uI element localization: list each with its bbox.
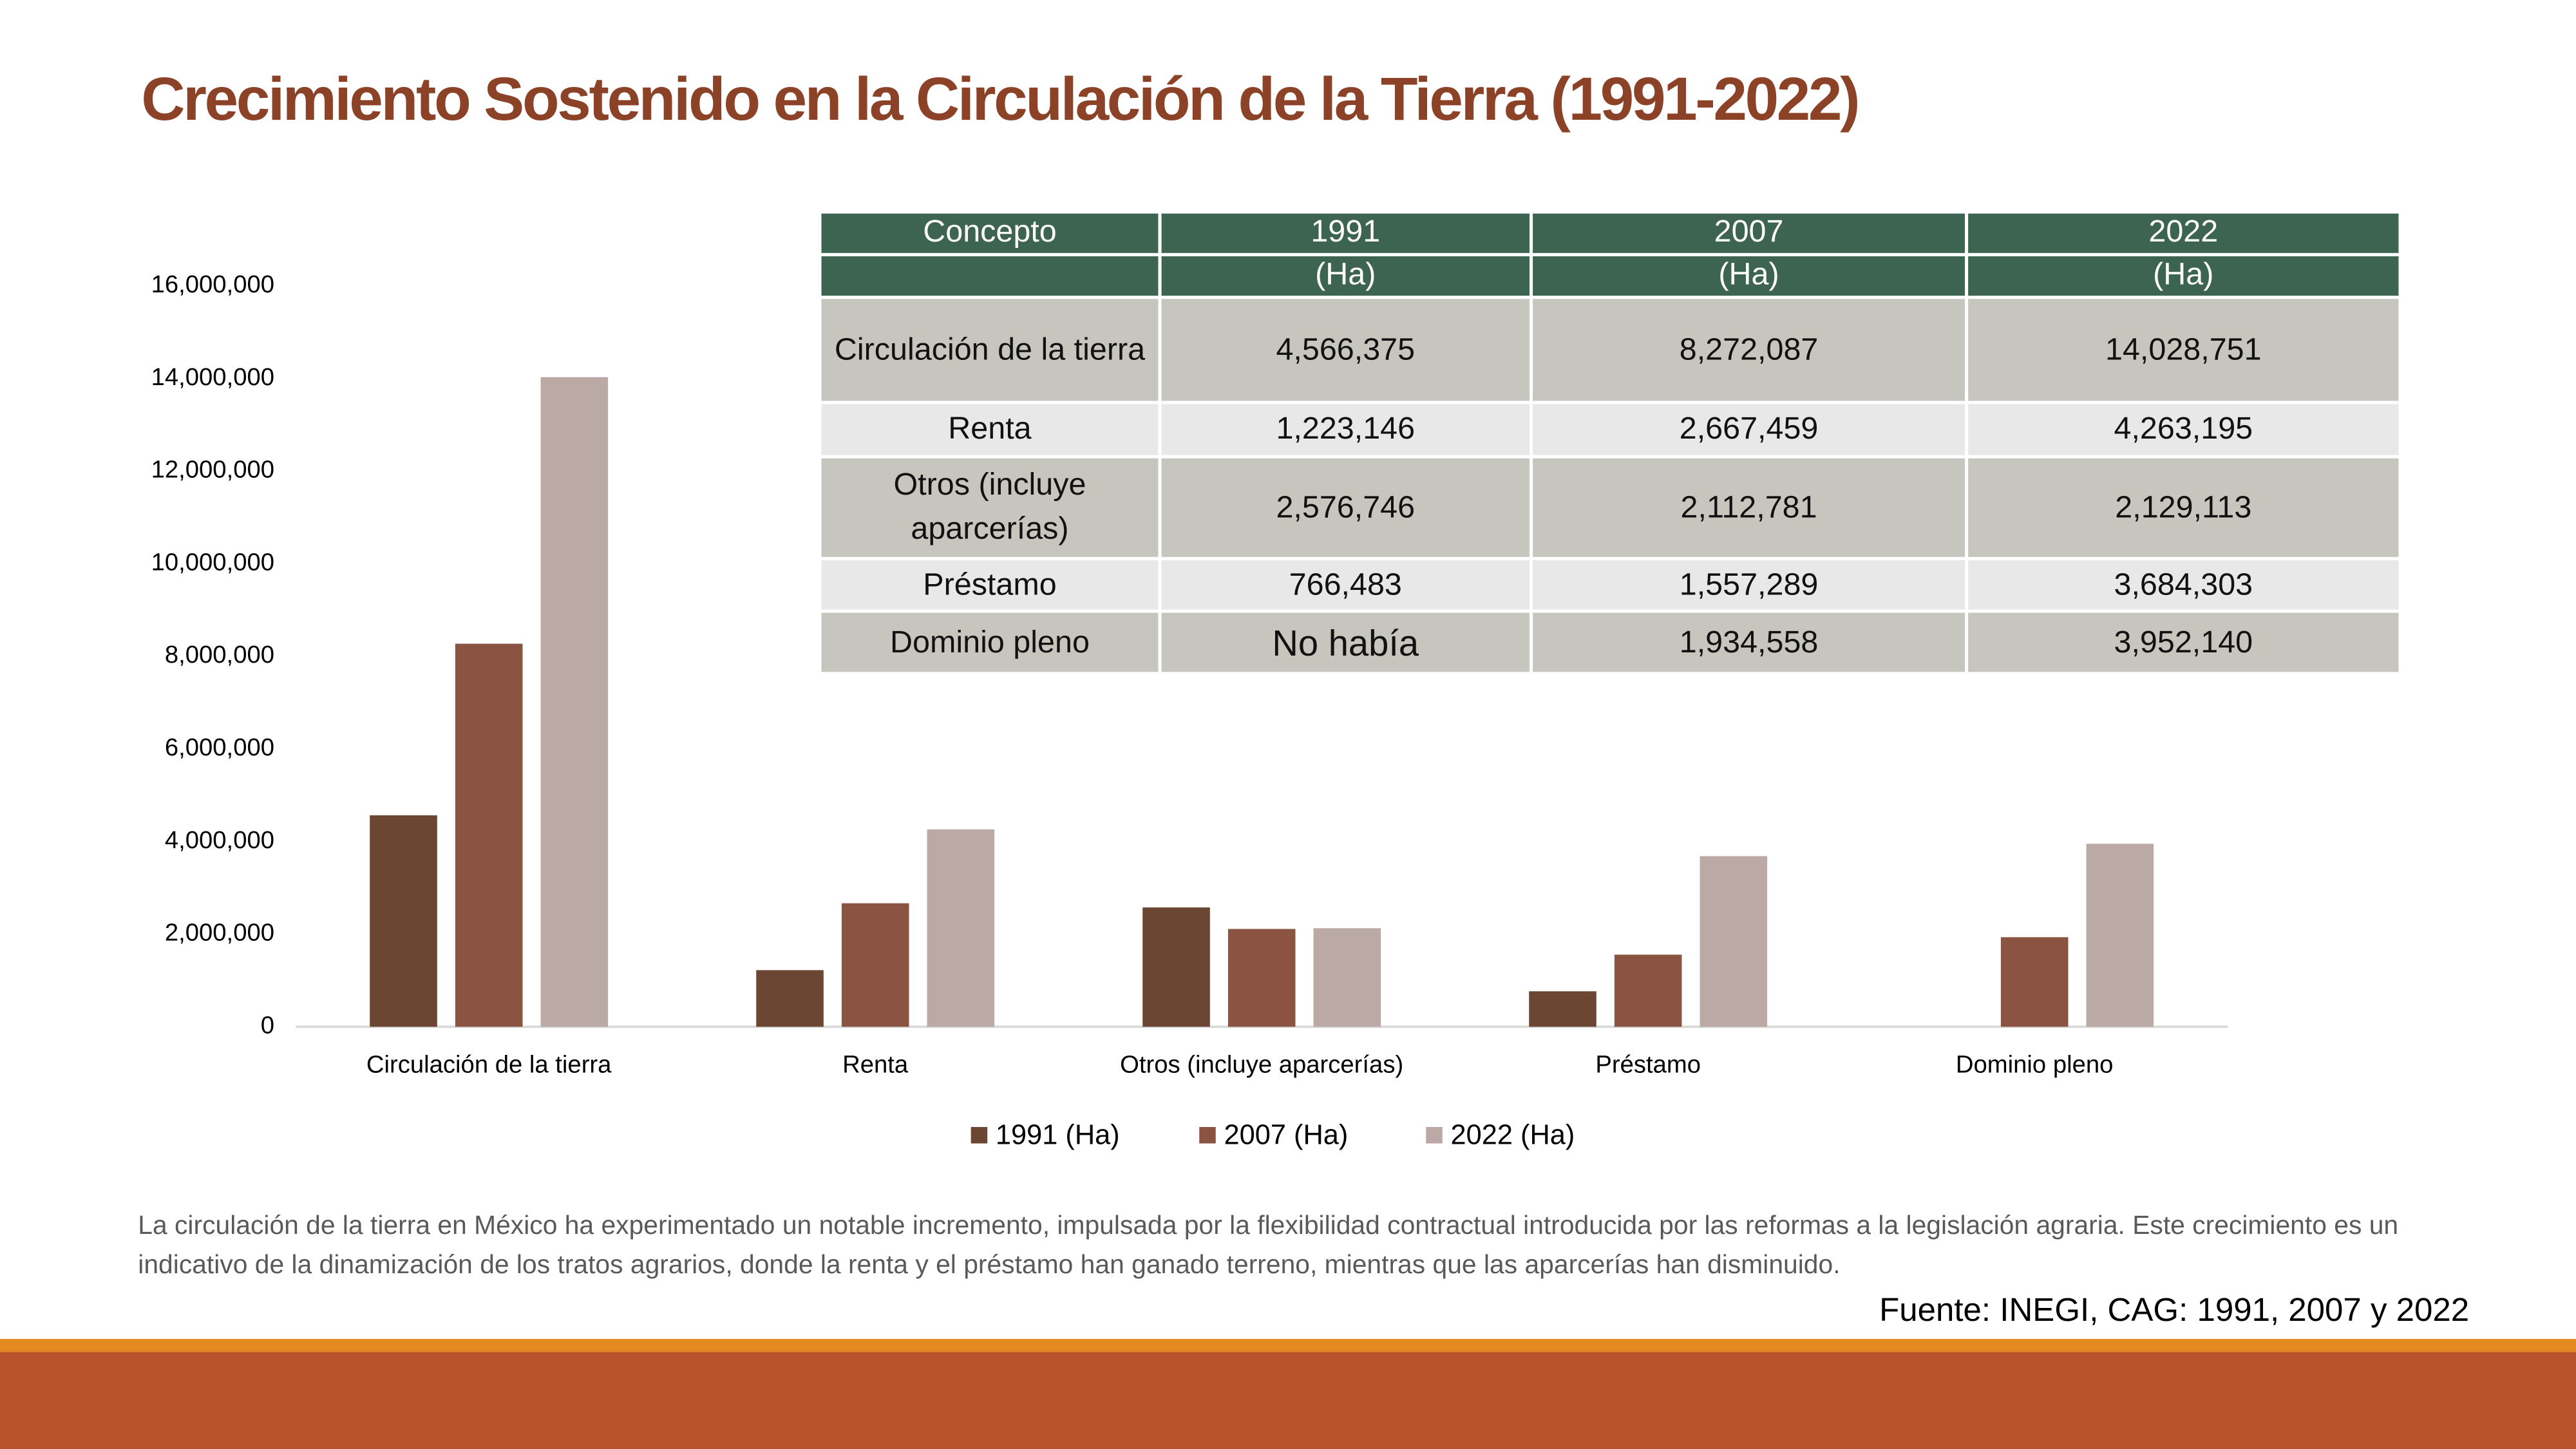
y-tick-label: 12,000,000 — [151, 456, 274, 484]
table-row: Renta 1,223,146 2,667,459 4,263,195 — [818, 401, 2402, 459]
data-table: Concepto 1991 2007 2022 (Ha) (Ha) (Ha) Circulac… — [818, 210, 2402, 676]
footer-band — [0, 1352, 2576, 1449]
description: La circulación de la tierra en México ha… — [138, 1212, 2399, 1280]
bar — [1227, 929, 1296, 1027]
bar — [370, 815, 437, 1027]
table-cell: No había — [1158, 609, 1533, 676]
x-tick-label: Dominio pleno — [1956, 1051, 2114, 1079]
unit-cell: (Ha) — [1965, 252, 2402, 299]
table-cell: 3,952,140 — [1965, 609, 2402, 676]
header-cell: 2022 — [1965, 210, 2402, 256]
units-row: (Ha) (Ha) (Ha) — [818, 252, 2402, 299]
row-label: Préstamo — [818, 556, 1162, 613]
header-cell: Concepto — [818, 210, 1162, 256]
y-tick-label: 14,000,000 — [151, 363, 274, 391]
bar — [455, 643, 523, 1027]
row-label: Otros (incluye aparcerías) — [818, 455, 1162, 560]
chart: 0 2,000,000 4,000,000 6,000,000 8,000,000 10,… — [151, 270, 2228, 1151]
row-label: Dominio pleno — [818, 609, 1162, 676]
table-cell: 1,557,289 — [1530, 556, 1969, 613]
bar — [1529, 991, 1596, 1027]
bar — [756, 970, 824, 1027]
bar — [1700, 856, 1768, 1027]
legend-label: 2007 (Ha) — [1224, 1120, 1349, 1151]
table-row: Dominio pleno No había 1,934,558 3,952,140 — [818, 609, 2402, 676]
y-tick-label: 8,000,000 — [165, 641, 274, 668]
y-tick-label: 6,000,000 — [165, 734, 274, 761]
header-cell: 1991 — [1158, 210, 1533, 256]
x-tick-label: Renta — [842, 1051, 909, 1079]
header-cell: 2007 — [1530, 210, 1969, 256]
table-cell: 2,667,459 — [1530, 401, 1969, 459]
bar — [540, 377, 609, 1027]
bar — [927, 829, 995, 1027]
bar — [2086, 844, 2154, 1027]
y-tick-label: 2,000,000 — [165, 919, 274, 947]
table-cell: 1,223,146 — [1158, 401, 1533, 459]
bar — [1142, 907, 1210, 1027]
x-tick-label: Otros (incluye aparcerías) — [1120, 1051, 1403, 1079]
table-cell: 2,576,746 — [1158, 455, 1533, 560]
row-label: Circulación de la tierra — [818, 296, 1162, 404]
slide-title: Crecimiento Sostenido en la Circulación … — [141, 66, 1860, 133]
table-cell: 766,483 — [1158, 556, 1533, 613]
table-cell: 14,028,751 — [1965, 296, 2402, 404]
y-tick-label: 16,000,000 — [151, 270, 274, 298]
unit-cell: (Ha) — [1158, 252, 1533, 299]
legend-label: 2022 (Ha) — [1451, 1120, 1575, 1151]
table-cell: 2,129,113 — [1965, 455, 2402, 560]
unit-cell: (Ha) — [1530, 252, 1969, 299]
table-cell: 3,684,303 — [1965, 556, 2402, 613]
legend-swatch — [1426, 1127, 1443, 1144]
table-cell: 2,112,781 — [1530, 455, 1969, 560]
table-row: Circulación de la tierra 4,566,375 8,272,0… — [818, 296, 2402, 404]
x-tick-label: Préstamo — [1595, 1051, 1701, 1079]
source: Fuente: INEGI, CAG: 1991, 2007 y 2022 — [1879, 1293, 2470, 1329]
legend-label: 1991 (Ha) — [996, 1120, 1120, 1151]
y-tick-label: 0 — [261, 1011, 274, 1039]
table-cell: 1,934,558 — [1530, 609, 1969, 676]
bar — [2000, 937, 2069, 1027]
footer-stripe — [0, 1339, 2576, 1352]
y-tick-label: 4,000,000 — [165, 826, 274, 854]
y-tick-label: 10,000,000 — [151, 548, 274, 576]
legend-swatch — [971, 1127, 988, 1144]
table-row: Otros (incluye aparcerías) 2,576,746 2,112… — [818, 455, 2402, 560]
table-row: Préstamo 766,483 1,557,289 3,684,303 — [818, 556, 2402, 613]
bar — [1313, 928, 1381, 1027]
table-cell: 4,566,375 — [1158, 296, 1533, 404]
header-row: Concepto 1991 2007 2022 — [818, 210, 2402, 256]
header-cell — [818, 252, 1162, 299]
row-label: Renta — [818, 401, 1162, 459]
bar — [1614, 954, 1682, 1027]
table-cell: 4,263,195 — [1965, 401, 2402, 459]
table-cell: 8,272,087 — [1530, 296, 1969, 404]
bar — [841, 903, 909, 1027]
legend-swatch — [1199, 1127, 1216, 1144]
x-tick-label: Circulación de la tierra — [366, 1051, 612, 1079]
